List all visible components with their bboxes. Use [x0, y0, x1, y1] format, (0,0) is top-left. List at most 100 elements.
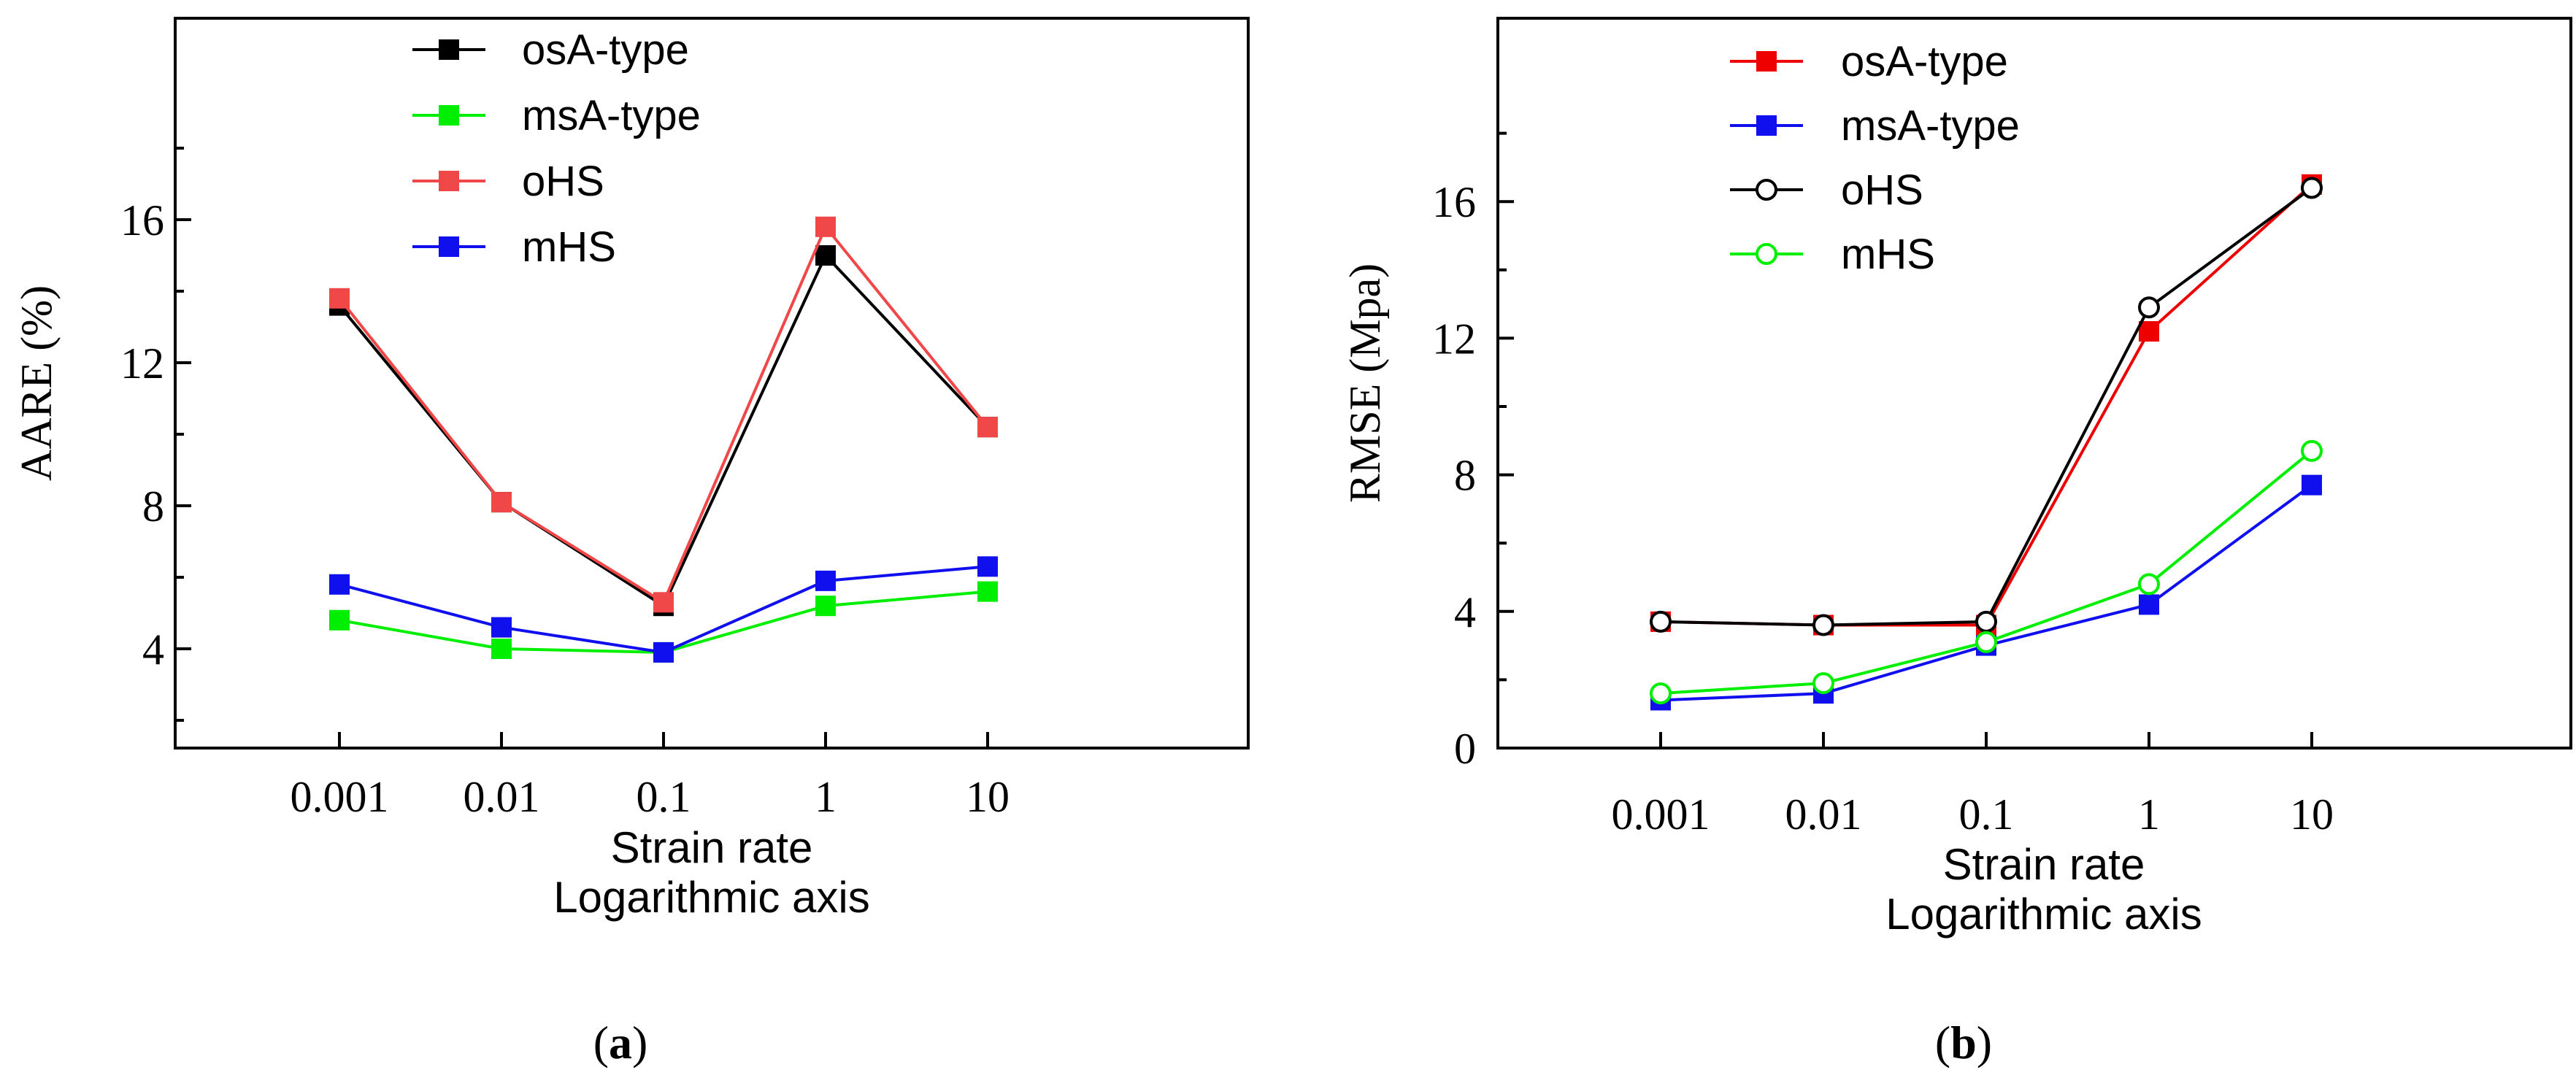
legend-marker: [1756, 179, 1777, 201]
x-tick-label: 0.01: [464, 773, 540, 821]
legend-label: oHS: [522, 158, 604, 205]
data-point: [2301, 439, 2323, 462]
x-tick-label: 0.1: [1959, 790, 2014, 839]
legend-label: osA-type: [522, 26, 689, 74]
legend-label: mHS: [1841, 231, 1935, 278]
data-point: [977, 417, 998, 438]
data-point: [329, 609, 350, 631]
data-point: [2301, 177, 2323, 199]
x-tick-label: 0.1: [637, 773, 691, 821]
legend-marker: [439, 105, 459, 126]
data-point: [1975, 631, 1997, 653]
legend-marker: [1756, 115, 1777, 136]
plot-frame: [1496, 17, 2572, 750]
data-point: [2302, 474, 2322, 496]
legend-item: msA-type: [1730, 102, 2020, 150]
data-point: [815, 596, 836, 617]
x-axis-ticks: 0.001 0.01 0.1 1 10: [1612, 732, 2334, 839]
data-point: [2138, 296, 2160, 319]
x-tick-label: 0.01: [1785, 790, 1862, 839]
panel-label: (a): [593, 1017, 648, 1068]
data-point: [815, 216, 836, 237]
data-point: [491, 639, 512, 659]
y-tick-label: 8: [142, 482, 164, 531]
y-axis-ticks: 0 4 8 12 16: [1432, 131, 1514, 773]
y-tick-label: 12: [120, 339, 164, 388]
y-tick-label: 16: [120, 196, 164, 244]
data-point: [2138, 573, 2160, 596]
plot-frame: [174, 17, 1250, 750]
legend-item: osA-type: [412, 26, 689, 74]
legend-marker: [1756, 51, 1777, 72]
data-point: [653, 592, 674, 613]
data-point: [977, 556, 998, 577]
data-point: [977, 581, 998, 602]
series-mhs: [329, 556, 998, 663]
legend-item: oHS: [1730, 166, 1923, 214]
legend-label: osA-type: [1841, 38, 2008, 85]
legend-item: mHS: [412, 223, 616, 271]
legend-item: oHS: [412, 158, 604, 205]
data-point: [1812, 672, 1834, 695]
legend-item: msA-type: [412, 92, 701, 139]
series-layer: [1650, 174, 2323, 711]
series-ohs: [1650, 177, 2323, 636]
data-point: [1650, 610, 1672, 633]
data-point: [2139, 321, 2159, 342]
chart-panel-a: 4 8 12 16 0.001 0.01 0.1 1 10 AARE (%) Strain r…: [12, 17, 1250, 1068]
x-tick-label: 10: [966, 773, 1010, 821]
x-tick-label: 0.001: [291, 773, 389, 821]
legend-marker: [439, 39, 459, 60]
panel-label: (b): [1935, 1017, 1992, 1068]
data-point: [2139, 594, 2159, 615]
legend-label: mHS: [522, 223, 616, 271]
legend: osA-type msA-type oHS mHS: [1730, 38, 2020, 278]
y-axis-ticks: 4 8 12 16: [120, 147, 191, 722]
x-tick-label: 1: [2138, 790, 2160, 839]
legend-item: osA-type: [1730, 38, 2008, 85]
chart-panel-b: 0 4 8 12 16 0.001 0.01 0.1 1 10 RMSE (Mpa) Strai…: [1341, 17, 2572, 1068]
x-axis-label: Strain rate: [1943, 840, 2145, 889]
legend-marker: [439, 171, 459, 191]
y-tick-label: 8: [1454, 452, 1476, 500]
x-axis-sublabel: Logarithmic axis: [553, 873, 870, 922]
series-line: [1660, 450, 2313, 696]
data-point: [491, 617, 512, 638]
data-point: [1975, 610, 1997, 633]
y-axis-label: RMSE (Mpa): [1341, 263, 1389, 503]
data-point: [329, 574, 350, 595]
legend-label: msA-type: [1841, 102, 2020, 150]
data-point: [815, 570, 836, 591]
data-point: [1812, 614, 1834, 636]
legend-item: mHS: [1730, 231, 1935, 278]
data-point: [1650, 682, 1672, 705]
legend: osA-type msA-type oHS mHS: [412, 26, 701, 271]
x-tick-label: 1: [815, 773, 837, 821]
series-osa-type: [1650, 174, 2322, 636]
legend-marker: [1756, 243, 1777, 265]
data-point: [653, 641, 674, 663]
data-point: [815, 245, 836, 266]
series-mhs: [1650, 439, 2323, 705]
x-axis-sublabel: Logarithmic axis: [1885, 890, 2202, 939]
x-axis-label: Strain rate: [611, 823, 813, 872]
y-tick-label: 4: [142, 625, 164, 674]
x-axis-ticks: 0.001 0.01 0.1 1 10: [291, 732, 1010, 821]
series-msa-type: [1650, 474, 2322, 711]
series-layer: [329, 216, 998, 663]
y-tick-label: 12: [1432, 315, 1476, 363]
series-line: [1660, 484, 2313, 702]
x-tick-label: 10: [2290, 790, 2334, 839]
series-osa-type: [329, 245, 998, 617]
y-tick-label: 4: [1454, 588, 1476, 636]
x-tick-label: 0.001: [1612, 790, 1710, 839]
data-point: [329, 288, 350, 309]
y-tick-label: 0: [1454, 725, 1476, 773]
data-point: [491, 492, 512, 513]
series-line: [338, 223, 989, 605]
legend-marker: [439, 236, 459, 257]
legend-label: msA-type: [522, 92, 701, 139]
legend-label: oHS: [1841, 166, 1923, 214]
y-axis-label: AARE (%): [12, 285, 61, 481]
